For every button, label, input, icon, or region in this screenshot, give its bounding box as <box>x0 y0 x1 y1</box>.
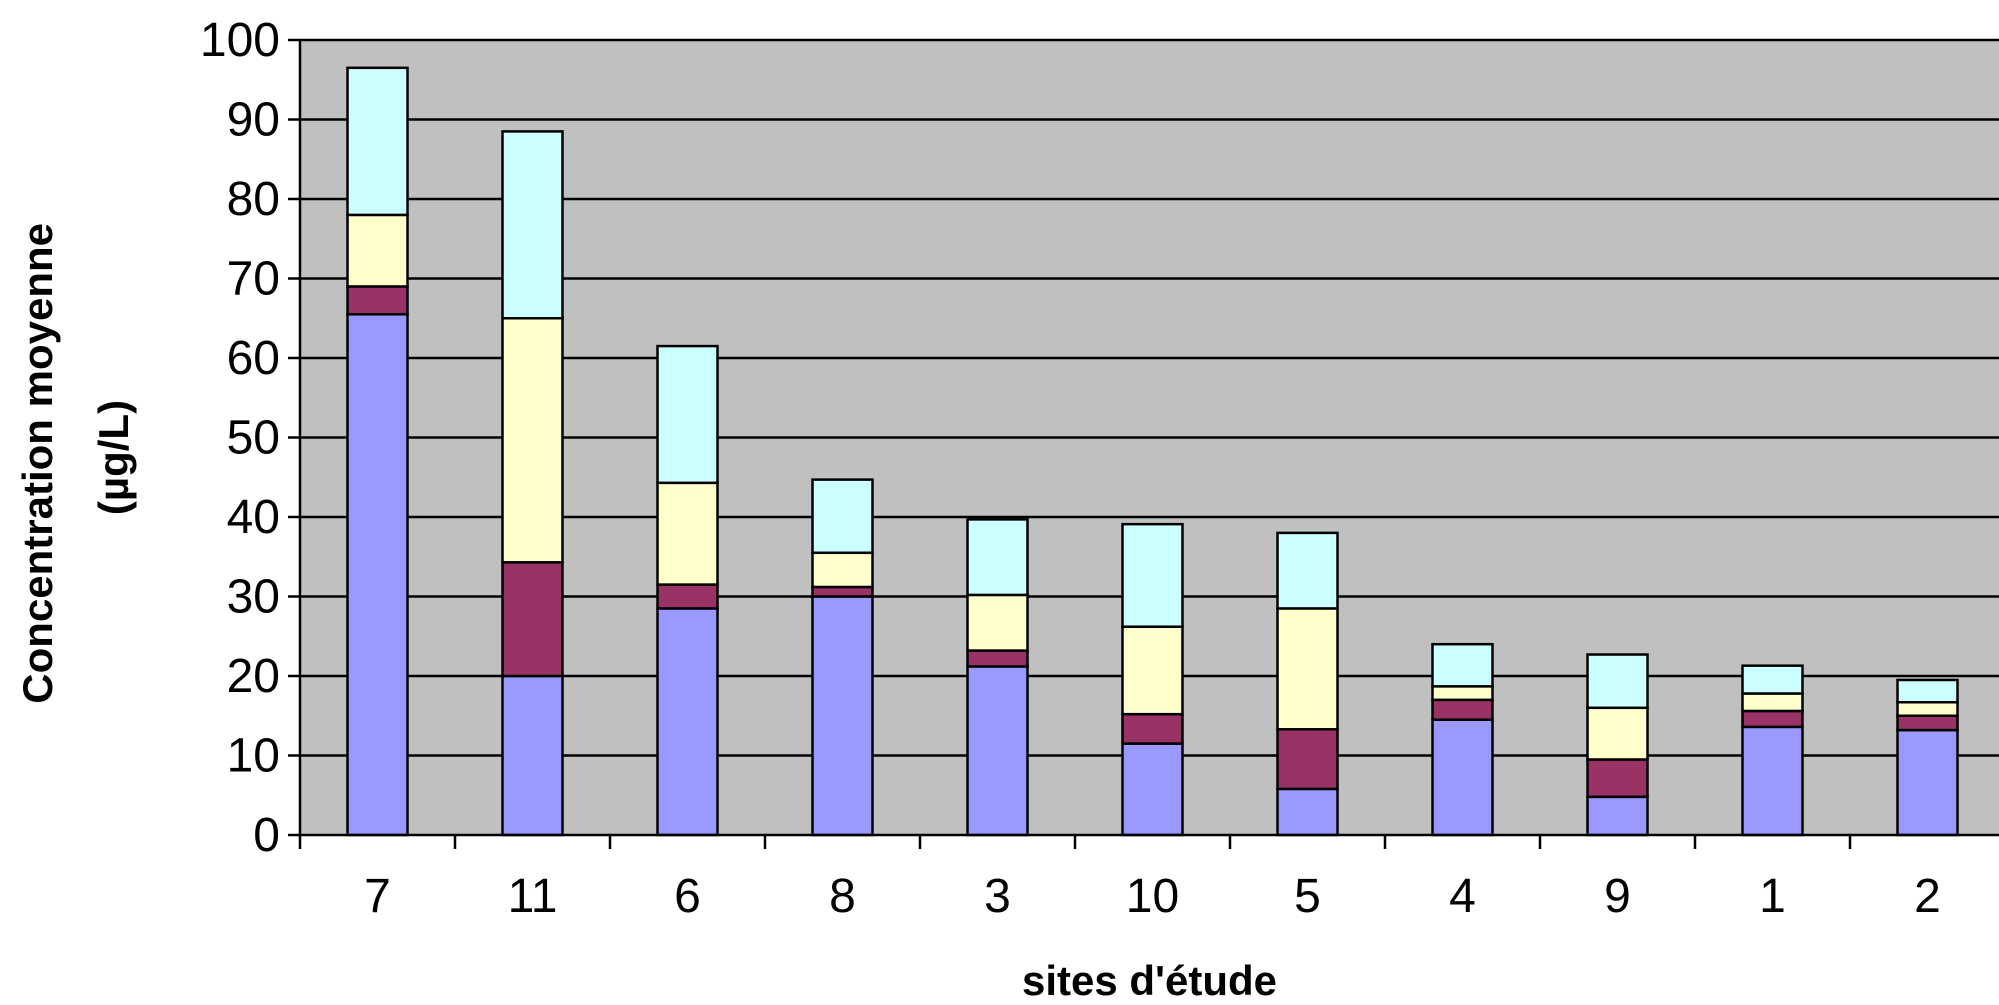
y-tick-label: 90 <box>227 94 280 147</box>
bar-segment <box>1121 625 1184 716</box>
bar-segment <box>1741 709 1804 729</box>
bar-segment <box>1121 742 1184 837</box>
y-tick-label: 100 <box>200 14 280 67</box>
bar-segment <box>1431 642 1494 688</box>
y-axis-title-line2: (µg/L) <box>90 400 137 515</box>
y-tick-label: 70 <box>227 253 280 306</box>
bar-segment <box>1586 758 1649 799</box>
bar-segment <box>501 674 564 837</box>
bar-segment <box>1741 664 1804 695</box>
bar-segment <box>1586 653 1649 710</box>
bar-segment <box>346 313 409 837</box>
bars <box>346 66 1959 837</box>
bar-segment <box>811 478 874 555</box>
bar-segment <box>656 344 719 485</box>
bar-segment <box>1896 728 1959 837</box>
bar-segment <box>346 213 409 288</box>
bar-segment <box>1741 692 1804 713</box>
x-tick-label: 1 <box>1759 870 1786 923</box>
y-tick-label: 30 <box>227 571 280 624</box>
bar-segment <box>1586 795 1649 837</box>
bar-segment <box>1431 718 1494 837</box>
bar-segment <box>966 518 1029 597</box>
bar-segment <box>811 595 874 837</box>
y-tick-label: 80 <box>227 173 280 226</box>
bar-segment <box>1896 678 1959 704</box>
x-tick-label: 11 <box>508 870 558 923</box>
bar-segment <box>656 481 719 586</box>
x-tick-label: 4 <box>1449 870 1476 923</box>
bar-segment <box>1896 700 1959 717</box>
bar-segment <box>656 607 719 837</box>
x-tick-label: 3 <box>984 870 1011 923</box>
x-axis-title: sites d'étude <box>1022 957 1277 1004</box>
bar-segment <box>811 585 874 598</box>
bar-segment <box>346 285 409 316</box>
bar-segment <box>1121 522 1184 628</box>
bar-segment <box>1431 698 1494 721</box>
bar-segment <box>1586 706 1649 761</box>
bar-segment <box>1741 725 1804 837</box>
bar-segment <box>966 649 1029 668</box>
bar-segment <box>1276 728 1339 791</box>
bar-segment <box>501 130 564 320</box>
y-tick-label: 50 <box>227 412 280 465</box>
bar-segment <box>966 593 1029 652</box>
y-tick-label: 20 <box>227 650 280 703</box>
axes <box>288 38 1999 849</box>
bar-segment <box>1276 531 1339 610</box>
bar-segment <box>501 561 564 678</box>
bar-segment <box>1276 787 1339 837</box>
bar-segment <box>966 665 1029 837</box>
x-tick-label: 8 <box>829 870 856 923</box>
bar-segment <box>1276 607 1339 731</box>
bar-segment <box>346 66 409 217</box>
x-tick-label: 7 <box>364 870 391 923</box>
bar-segment <box>1896 714 1959 732</box>
x-tick-label: 2 <box>1914 870 1941 923</box>
x-tick-label: 9 <box>1604 870 1631 923</box>
y-tick-label: 10 <box>227 730 280 783</box>
bar-segment <box>811 551 874 589</box>
x-tick-label: 5 <box>1294 870 1321 923</box>
tick-labels: 0 10 20 30 40 50 60 70 80 90 100 7 11 6 8 3 10 5 4 9 1 2 <box>200 14 1941 923</box>
bar-segment <box>501 317 564 564</box>
bar-segment <box>1431 685 1494 702</box>
x-tick-label: 10 <box>1126 870 1179 923</box>
y-tick-label: 40 <box>227 491 280 544</box>
y-axis-title-line1: Concentration moyenne <box>14 223 61 704</box>
y-tick-label: 60 <box>227 332 280 385</box>
x-tick-label: 6 <box>674 870 701 923</box>
y-axis-title: Concentration moyenne (µg/L) <box>14 211 137 703</box>
y-tick-label: 0 <box>253 809 280 862</box>
bar-segment <box>1121 712 1184 745</box>
bar-segment <box>656 583 719 610</box>
